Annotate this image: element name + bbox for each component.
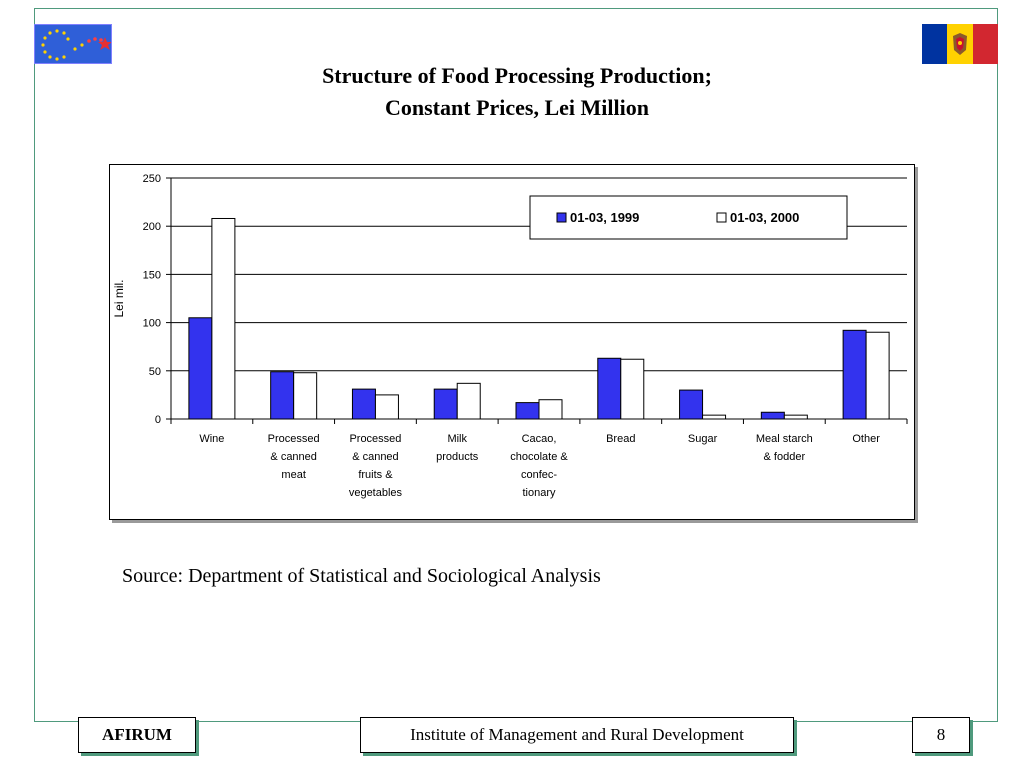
category-label: fruits & [358,469,393,481]
bar-2000 [293,372,318,420]
bar-1999 [351,388,376,420]
bar-2000 [456,382,481,420]
category-label: Cacao, [522,433,557,445]
y-tick-label: 50 [149,366,161,378]
bar-2000 [702,414,727,420]
bar-1999 [433,388,458,420]
category-label: vegetables [349,487,403,499]
footer-institute: Institute of Management and Rural Develo… [360,717,794,753]
category-label: & canned [270,451,316,463]
category-label: Wine [199,433,224,445]
legend-box [529,195,848,240]
bar-1999 [270,371,295,420]
bar-2000 [783,414,808,420]
category-label: tionary [522,487,556,499]
y-tick-label: 150 [143,269,161,281]
category-label: products [436,451,479,463]
bar-1999 [842,329,867,420]
y-axis-label: Lei mil. [112,279,126,317]
title-line-1: Structure of Food Processing Production; [322,63,712,88]
y-tick-label: 100 [143,318,161,330]
title-line-2: Constant Prices, Lei Million [385,95,649,120]
bar-1999 [679,389,704,420]
category-label: & canned [352,451,398,463]
category-label: Sugar [688,433,718,445]
bar-1999 [515,402,540,420]
page-number: 8 [912,717,970,753]
y-tick-label: 250 [143,173,161,185]
category-label: Processed [268,433,320,445]
legend-swatch [556,212,567,223]
footer-org: AFIRUM [78,717,196,753]
category-label: Processed [349,433,401,445]
slide-title: Structure of Food Processing Production;… [200,60,834,124]
bar-2000 [620,358,645,420]
category-label: meat [281,469,305,481]
legend-label: 01-03, 1999 [570,210,639,225]
y-tick-label: 200 [143,221,161,233]
category-label: Other [852,433,880,445]
eu-stars-logo-icon [34,24,112,64]
y-tick-label: 0 [155,414,161,426]
bar-chart: 0 50 100 150 200 250 Lei mil. Wine Processed & ca… [112,173,908,499]
category-label: chocolate & [510,451,568,463]
category-label: Meal starch [756,433,813,445]
legend-swatch [716,212,727,223]
category-label: Milk [447,433,467,445]
bar-1999 [597,357,622,420]
source-note: Source: Department of Statistical and So… [122,565,601,587]
category-label: confec- [521,469,557,481]
bar-2000 [865,331,890,420]
category-label: Bread [606,433,635,445]
moldova-flag-icon [922,24,998,64]
bar-2000 [538,399,563,420]
legend-label: 01-03, 2000 [730,210,799,225]
bar-1999 [188,317,213,420]
chart-container: 0 50 100 150 200 250 Lei mil. Wine Processed & ca… [109,164,915,520]
bar-2000 [374,394,399,420]
bar-1999 [760,411,785,420]
category-label: & fodder [764,451,806,463]
bar-2000 [211,217,236,420]
